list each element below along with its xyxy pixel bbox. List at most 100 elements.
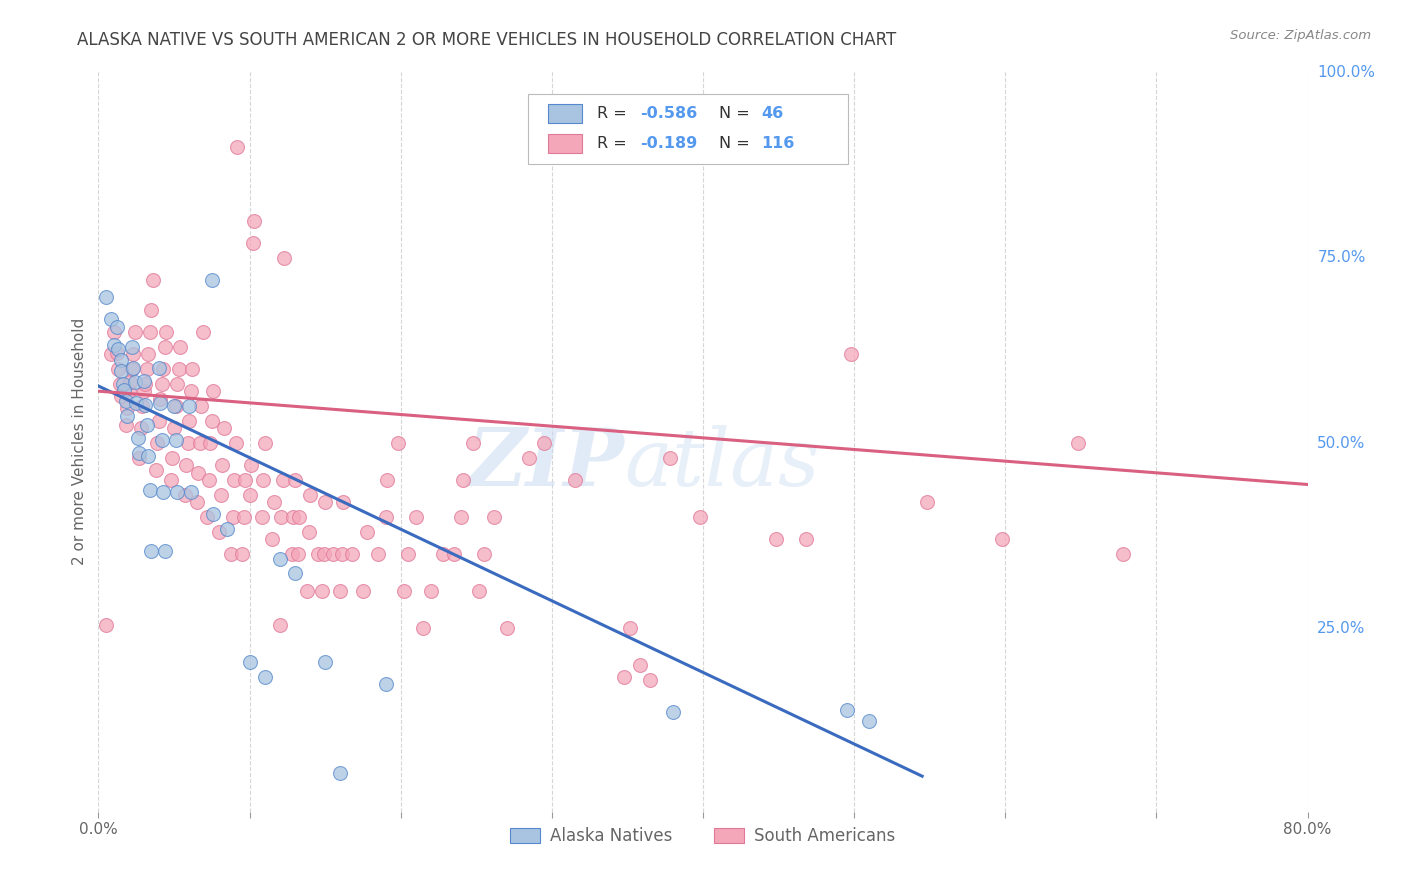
Point — [517, 450, 540, 465]
Point — [148, 360, 170, 375]
Point — [250, 510, 273, 524]
Point — [190, 399, 212, 413]
Point — [173, 488, 195, 502]
Point — [163, 421, 186, 435]
Point — [915, 495, 938, 509]
Point — [152, 362, 174, 376]
Point — [451, 473, 474, 487]
Point — [311, 584, 333, 599]
Point — [564, 473, 586, 487]
Point — [202, 507, 225, 521]
Point — [208, 524, 231, 539]
Point — [169, 340, 191, 354]
Legend: Alaska Natives, South Americans: Alaska Natives, South Americans — [503, 820, 903, 852]
Text: atlas: atlas — [624, 425, 820, 502]
Text: 116: 116 — [761, 136, 794, 151]
FancyBboxPatch shape — [548, 134, 582, 153]
Point — [124, 376, 146, 390]
Point — [322, 547, 344, 561]
Point — [332, 495, 354, 509]
Point — [242, 236, 264, 251]
Point — [392, 584, 415, 599]
Point — [110, 364, 132, 378]
Point — [191, 325, 214, 339]
Point — [201, 273, 224, 287]
Point — [412, 621, 434, 635]
Point — [165, 399, 187, 413]
Point — [243, 214, 266, 228]
Point — [794, 533, 817, 547]
Point — [100, 312, 122, 326]
Point — [224, 473, 246, 487]
Point — [121, 362, 143, 376]
Point — [991, 533, 1014, 547]
Point — [135, 362, 157, 376]
Point — [638, 673, 661, 687]
Point — [252, 473, 274, 487]
Point — [211, 458, 233, 473]
Point — [162, 450, 184, 465]
Point — [166, 376, 188, 391]
Point — [120, 376, 142, 390]
FancyBboxPatch shape — [548, 104, 582, 123]
Point — [375, 473, 398, 487]
Point — [202, 384, 225, 399]
Point — [273, 251, 295, 265]
Point — [122, 360, 145, 375]
Point — [374, 510, 396, 524]
Point — [253, 436, 276, 450]
Point — [128, 445, 150, 459]
Point — [858, 714, 880, 729]
Point — [330, 547, 353, 561]
Point — [314, 495, 336, 509]
Point — [329, 766, 352, 780]
Point — [105, 319, 128, 334]
Point — [107, 342, 129, 356]
Point — [114, 418, 136, 433]
Point — [180, 484, 202, 499]
Point — [270, 510, 292, 524]
Point — [94, 290, 117, 304]
Point — [124, 325, 146, 339]
Text: N =: N = — [718, 136, 755, 151]
Point — [165, 433, 187, 447]
Point — [658, 450, 681, 465]
Point — [152, 484, 174, 499]
Point — [262, 533, 284, 547]
Point — [142, 273, 165, 287]
Point — [628, 658, 651, 673]
Point — [180, 384, 202, 399]
Y-axis label: 2 or more Vehicles in Household: 2 or more Vehicles in Household — [72, 318, 87, 566]
Point — [374, 677, 396, 691]
Point — [472, 547, 495, 561]
Point — [283, 510, 305, 524]
Point — [121, 340, 143, 354]
Point — [271, 473, 294, 487]
Point — [160, 473, 183, 487]
Point — [661, 705, 683, 719]
Point — [307, 547, 329, 561]
Point — [1067, 436, 1090, 450]
Point — [405, 510, 427, 524]
Point — [134, 398, 156, 412]
Text: -0.586: -0.586 — [640, 106, 697, 121]
Point — [153, 340, 176, 354]
Point — [839, 347, 862, 361]
Point — [284, 566, 307, 581]
Point — [149, 392, 172, 406]
Point — [107, 362, 129, 376]
Point — [181, 362, 204, 376]
Point — [269, 551, 291, 566]
Point — [108, 376, 131, 391]
Text: Source: ZipAtlas.com: Source: ZipAtlas.com — [1230, 29, 1371, 42]
Point — [115, 401, 138, 416]
Point — [148, 414, 170, 428]
Point — [112, 383, 135, 397]
Point — [443, 547, 465, 561]
Point — [179, 414, 201, 428]
Point — [167, 362, 190, 376]
Text: ALASKA NATIVE VS SOUTH AMERICAN 2 OR MORE VEHICLES IN HOUSEHOLD CORRELATION CHAR: ALASKA NATIVE VS SOUTH AMERICAN 2 OR MOR… — [77, 31, 897, 49]
Point — [197, 473, 219, 487]
Point — [176, 436, 198, 450]
Point — [226, 140, 249, 154]
